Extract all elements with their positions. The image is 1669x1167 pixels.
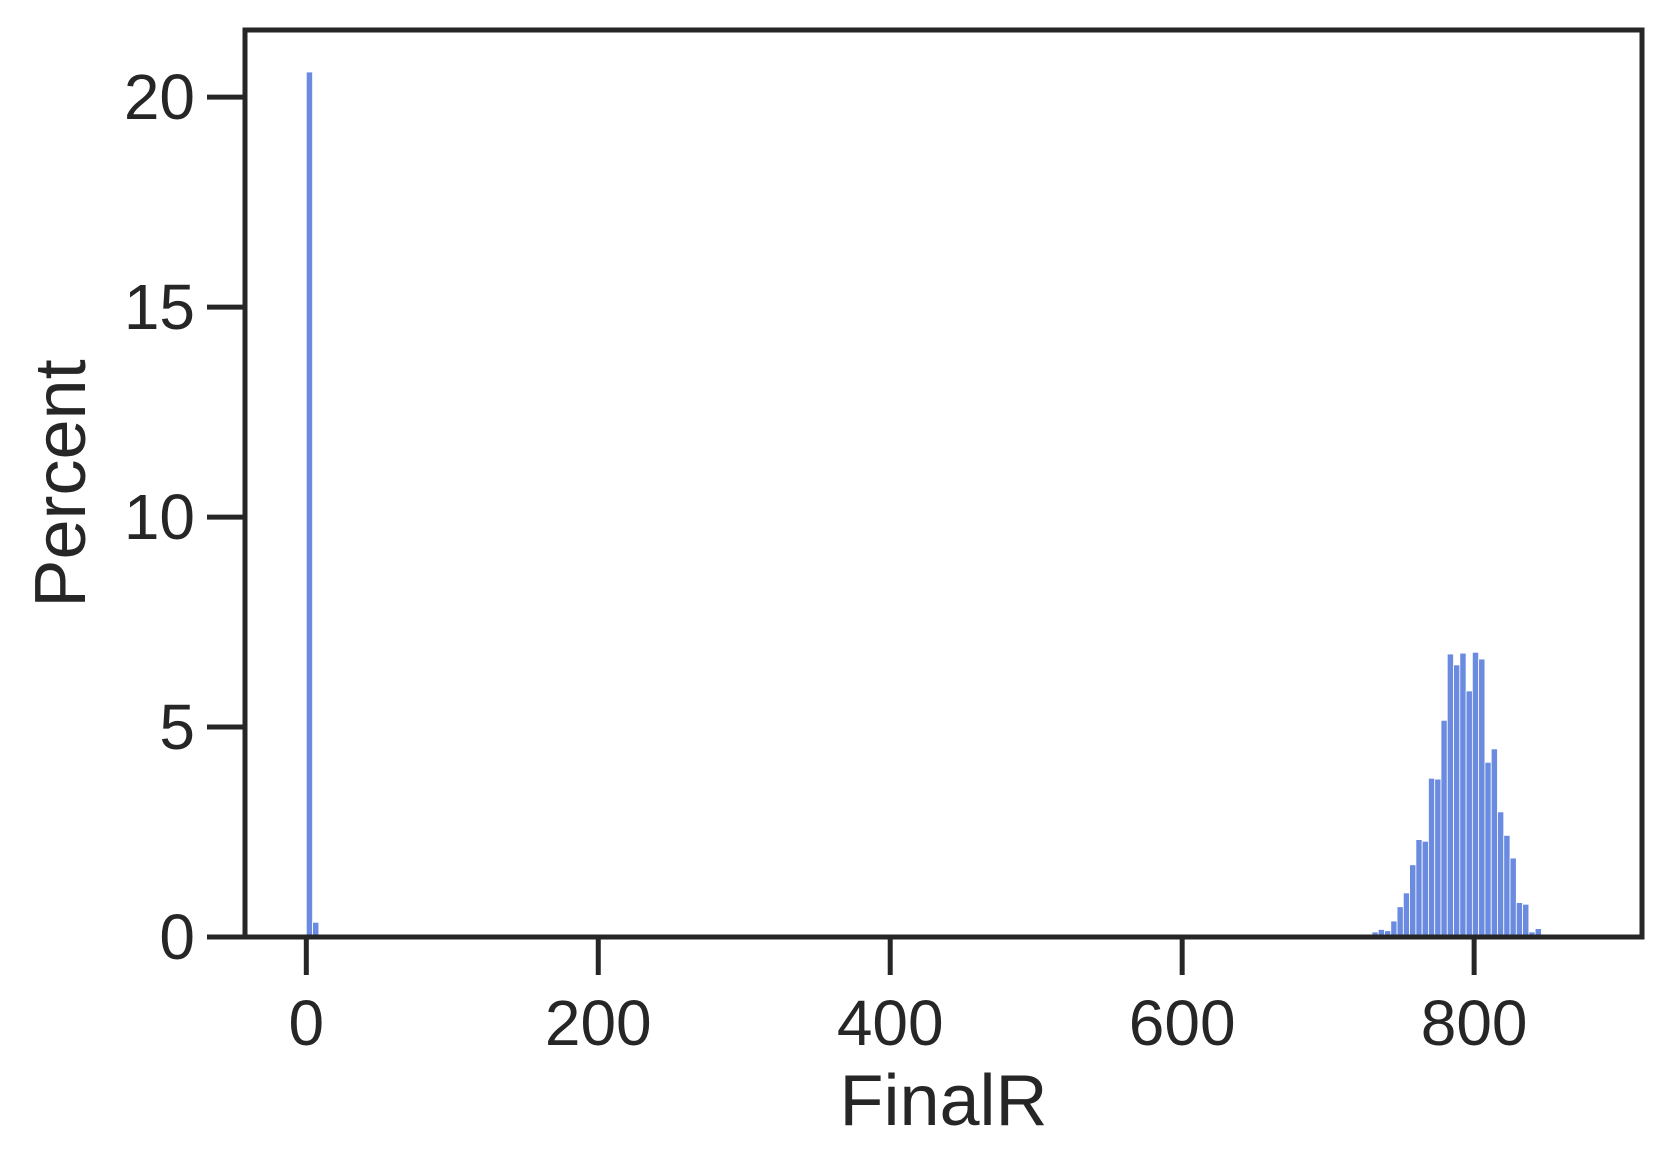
histogram-bar-14: [1446, 653, 1454, 938]
y-tick-label: 5: [159, 691, 195, 763]
histogram-bar-11: [1428, 777, 1436, 938]
histogram-bar-15: [1453, 664, 1461, 938]
histogram-bar-24: [1509, 857, 1517, 938]
histogram-bar-7: [1402, 892, 1411, 938]
y-tick-label: 10: [124, 481, 195, 553]
histogram-bar-13: [1440, 719, 1448, 938]
histogram-bar-26: [1522, 903, 1530, 938]
histogram-bar-17: [1465, 690, 1473, 938]
histogram-bar-10: [1421, 840, 1429, 938]
histogram-bar-20: [1484, 761, 1492, 938]
histogram-bar-0: [305, 71, 313, 938]
histogram-bar-19: [1478, 658, 1486, 938]
histogram-bars: [305, 71, 1542, 938]
x-tick-label: 800: [1421, 987, 1528, 1059]
y-tick-label: 20: [124, 61, 195, 133]
histogram-bar-23: [1503, 834, 1511, 938]
x-tick-label: 400: [837, 987, 944, 1059]
histogram-bar-21: [1490, 748, 1498, 938]
y-axis-ticks: 0 5 10 15 20: [124, 61, 245, 973]
histogram-bar-25: [1515, 902, 1523, 938]
histogram-bar-12: [1434, 778, 1442, 938]
histogram-bar-18: [1471, 651, 1480, 938]
x-axis-ticks: 0 200 400 600 800: [289, 937, 1528, 1059]
histogram-bar-22: [1497, 811, 1505, 938]
histogram-bar-16: [1459, 652, 1467, 938]
plot-frame: [242, 27, 1645, 940]
y-tick-label: 0: [159, 901, 195, 973]
histogram-bar-8: [1409, 864, 1417, 938]
y-tick-label: 15: [124, 271, 195, 343]
x-tick-label: 0: [289, 987, 325, 1059]
x-tick-label: 600: [1129, 987, 1236, 1059]
histogram-bar-9: [1415, 839, 1423, 938]
y-axis-label: Percent: [21, 359, 101, 607]
histogram-bar-6: [1396, 906, 1404, 938]
x-axis-label: FinalR: [839, 1061, 1047, 1141]
x-tick-label: 200: [545, 987, 652, 1059]
